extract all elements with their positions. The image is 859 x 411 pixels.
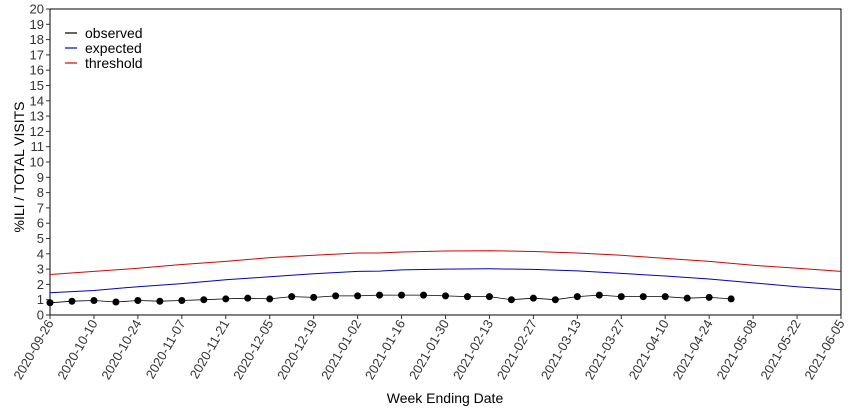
x-tick-label: 2021-01-30	[406, 317, 452, 382]
x-tick-label: 2020-11-21	[187, 317, 233, 381]
x-tick-label: 2021-05-08	[713, 317, 759, 382]
observed-point	[112, 298, 120, 306]
observed-point	[266, 295, 274, 303]
legend-label-observed: observed	[85, 25, 143, 41]
y-tick-label: 0	[37, 308, 44, 323]
observed-point	[156, 297, 164, 305]
x-tick-label: 2020-11-07	[143, 317, 189, 381]
y-tick-label: 20	[30, 2, 44, 17]
y-tick-label: 2	[37, 277, 44, 292]
observed-point	[463, 293, 471, 301]
x-tick-label: 2020-12-19	[274, 317, 320, 382]
y-tick-label: 19	[30, 17, 44, 32]
x-tick-label: 2020-10-10	[54, 317, 100, 382]
observed-point	[332, 292, 340, 300]
expected-line	[49, 268, 842, 294]
observed-points	[46, 291, 735, 307]
x-tick-label: 2021-05-22	[757, 317, 803, 382]
y-tick-label: 3	[37, 262, 44, 277]
observed-point	[420, 291, 428, 299]
y-tick-label: 5	[37, 231, 44, 246]
observed-point	[507, 296, 515, 304]
y-axis-title: %ILI / TOTAL VISITS	[11, 102, 27, 233]
threshold-line	[49, 250, 842, 275]
observed-point	[595, 291, 603, 299]
y-tick-label: 4	[37, 246, 44, 261]
observed-point	[178, 296, 186, 304]
observed-point	[200, 296, 208, 304]
observed-point	[376, 291, 384, 299]
x-tick-label: 2020-12-05	[230, 317, 276, 382]
y-tick-label: 6	[37, 216, 44, 231]
legend-label-expected: expected	[85, 40, 142, 56]
observed-point	[354, 292, 362, 300]
x-tick-label: 2021-01-16	[362, 317, 408, 382]
observed-point	[46, 299, 54, 307]
observed-point	[705, 293, 713, 301]
y-tick-label: 8	[37, 185, 44, 200]
observed-point	[573, 293, 581, 301]
observed-point	[398, 291, 406, 299]
series-lines	[49, 250, 842, 304]
x-tick-label: 2021-01-02	[318, 317, 364, 382]
y-tick-label: 11	[31, 139, 45, 154]
observed-point	[661, 293, 669, 301]
observed-point	[617, 293, 625, 301]
x-tick-label: 2020-09-26	[10, 317, 56, 382]
legend-label-threshold: threshold	[85, 55, 143, 71]
y-tick-label: 13	[30, 109, 44, 124]
y-tick-label: 15	[30, 78, 44, 93]
observed-point	[244, 294, 252, 302]
x-tick-label: 2020-10-24	[98, 317, 144, 382]
observed-point	[310, 293, 318, 301]
y-tick-label: 1	[37, 292, 44, 307]
observed-point	[683, 294, 691, 302]
x-tick-label: 2021-06-05	[801, 317, 847, 382]
x-tick-label: 2021-02-13	[450, 317, 496, 382]
y-tick-label: 10	[30, 155, 44, 170]
y-tick-label: 12	[30, 124, 44, 139]
x-tick-label: 2021-02-27	[494, 317, 540, 382]
x-tick-label: 2021-03-27	[582, 317, 628, 382]
observed-point	[529, 294, 537, 302]
y-tick-label: 7	[37, 200, 44, 215]
observed-point	[222, 295, 230, 303]
observed-point	[442, 292, 449, 300]
observed-point	[134, 296, 142, 304]
observed-line	[49, 294, 732, 304]
observed-point	[639, 293, 647, 301]
observed-point	[485, 293, 493, 301]
y-tick-label: 9	[37, 170, 44, 185]
observed-point	[68, 297, 76, 305]
x-tick-label: 2021-03-13	[538, 317, 584, 382]
x-axis-title: Week Ending Date	[387, 390, 504, 406]
observed-point	[551, 296, 559, 304]
observed-point	[90, 296, 98, 304]
x-tick-label: 2021-04-10	[626, 317, 672, 382]
observed-point	[727, 295, 735, 303]
y-tick-label: 17	[30, 47, 44, 62]
observed-point	[288, 293, 296, 301]
x-axis: 2020-09-262020-10-102020-10-242020-11-07…	[10, 315, 848, 382]
y-tick-label: 18	[30, 32, 44, 47]
x-tick-label: 2021-04-24	[670, 317, 716, 382]
y-tick-label: 16	[30, 63, 44, 78]
y-tick-label: 14	[30, 93, 44, 108]
